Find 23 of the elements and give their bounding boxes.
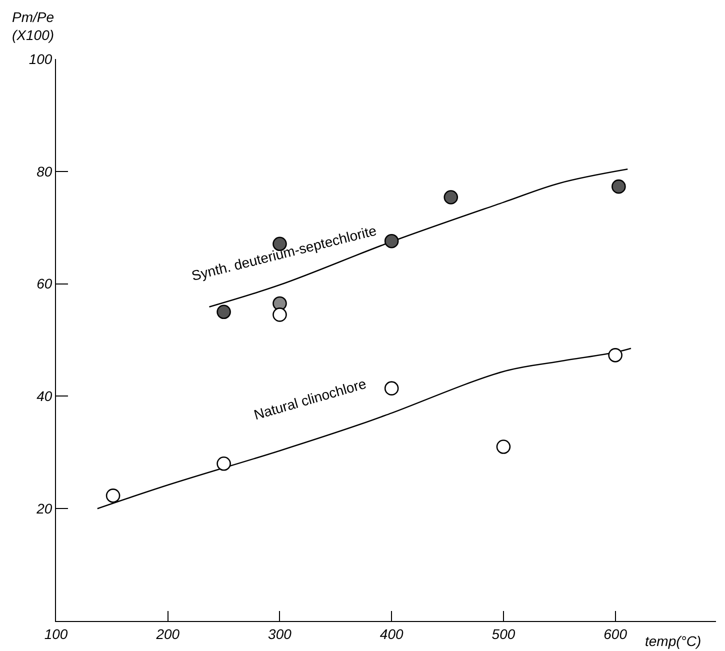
x-tick-label: 300 (268, 626, 292, 642)
x-tick-label: 600 (604, 626, 628, 642)
point (216, 304, 231, 320)
y-tick-label: 80 (36, 163, 52, 180)
point (384, 234, 399, 248)
y-tick-label: 40 (36, 388, 52, 404)
point (106, 488, 120, 503)
x-axis-title: temp(°C) (645, 633, 702, 649)
point (384, 381, 399, 396)
point (496, 440, 511, 454)
point (608, 348, 622, 362)
point (272, 308, 287, 322)
line-series (96, 348, 632, 510)
y-axis-title: Pm/Pe (X100) (12, 9, 54, 44)
x-tick-label: 400 (380, 626, 404, 642)
y-tick-label: 20 (36, 500, 52, 516)
point (216, 456, 231, 471)
x-tick-label: 200 (155, 626, 180, 642)
y-tick-label: 100 (28, 50, 52, 67)
point (612, 179, 626, 194)
x-tick-label: 500 (492, 626, 516, 642)
y-tick-label: 60 (36, 276, 52, 292)
point (444, 190, 458, 204)
